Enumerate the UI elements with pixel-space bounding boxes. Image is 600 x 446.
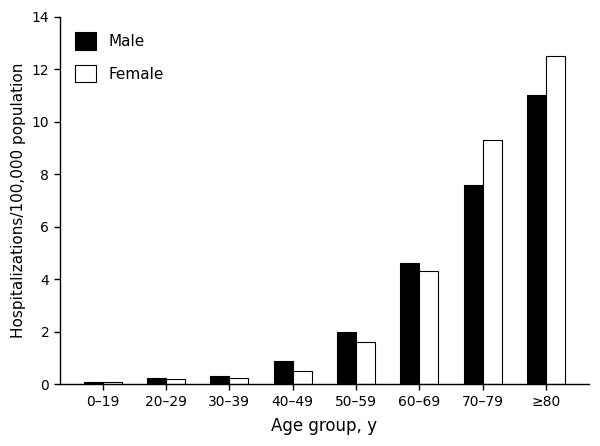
Bar — [337, 332, 356, 384]
Bar — [546, 56, 565, 384]
Bar — [274, 360, 293, 384]
Bar — [356, 342, 375, 384]
Bar — [166, 379, 185, 384]
Bar — [147, 378, 166, 384]
Bar — [103, 381, 122, 384]
Legend: Male, Female: Male, Female — [67, 24, 172, 90]
X-axis label: Age group, y: Age group, y — [271, 417, 377, 435]
Bar — [419, 271, 438, 384]
Bar — [400, 264, 419, 384]
Bar — [84, 381, 103, 384]
Bar — [229, 378, 248, 384]
Y-axis label: Hospitalizations/100,000 population: Hospitalizations/100,000 population — [11, 63, 26, 338]
Bar — [482, 140, 502, 384]
Bar — [293, 371, 311, 384]
Bar — [464, 185, 482, 384]
Bar — [527, 95, 546, 384]
Bar — [211, 376, 229, 384]
